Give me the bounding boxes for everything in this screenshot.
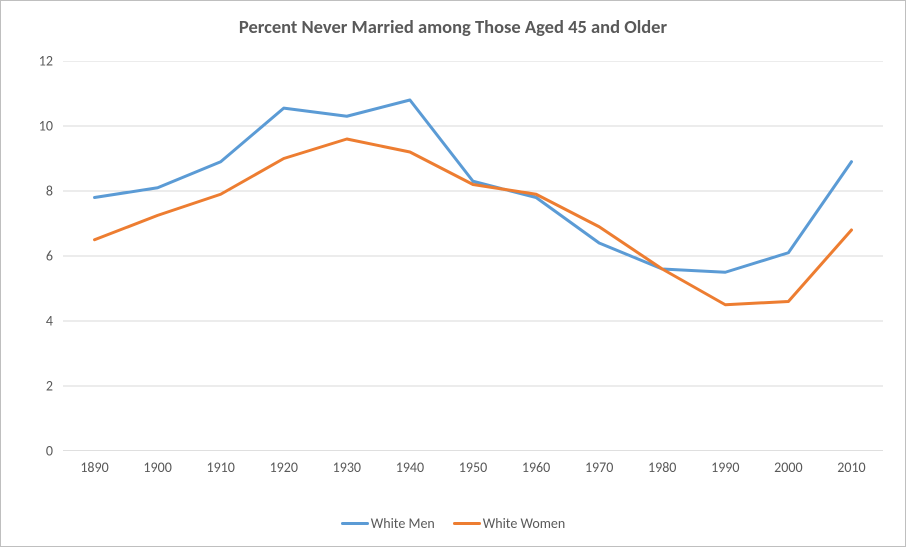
legend-item: White Men: [341, 515, 435, 532]
x-tick-label: 2000: [774, 459, 802, 476]
legend-item: White Women: [453, 515, 565, 532]
plot-area: 024681012 189019001910192019301940195019…: [63, 61, 883, 451]
legend-swatch: [453, 522, 481, 525]
x-tick-label: 1970: [585, 459, 613, 476]
x-tick-label: 1920: [270, 459, 298, 476]
y-axis-labels: 024681012: [63, 61, 883, 451]
chart-container: Percent Never Married among Those Aged 4…: [0, 0, 906, 547]
x-tick-label: 2010: [837, 459, 865, 476]
y-tick-label: 4: [46, 313, 63, 330]
x-tick-label: 1890: [80, 459, 108, 476]
y-tick-label: 8: [46, 183, 63, 200]
x-tick-label: 1930: [333, 459, 361, 476]
x-tick-label: 1910: [206, 459, 234, 476]
legend-swatch: [341, 522, 369, 525]
y-tick-label: 6: [46, 248, 63, 265]
chart-title: Percent Never Married among Those Aged 4…: [1, 15, 905, 38]
legend-label: White Men: [371, 515, 435, 532]
y-tick-label: 0: [46, 443, 63, 460]
x-tick-label: 1980: [648, 459, 676, 476]
y-tick-label: 12: [39, 53, 63, 70]
legend-label: White Women: [483, 515, 565, 532]
x-tick-label: 1950: [459, 459, 487, 476]
x-tick-label: 1900: [143, 459, 171, 476]
x-tick-label: 1940: [396, 459, 424, 476]
x-tick-label: 1960: [522, 459, 550, 476]
y-tick-label: 2: [46, 378, 63, 395]
x-tick-label: 1990: [711, 459, 739, 476]
y-tick-label: 10: [39, 118, 63, 135]
legend: White Men White Women: [1, 515, 905, 532]
